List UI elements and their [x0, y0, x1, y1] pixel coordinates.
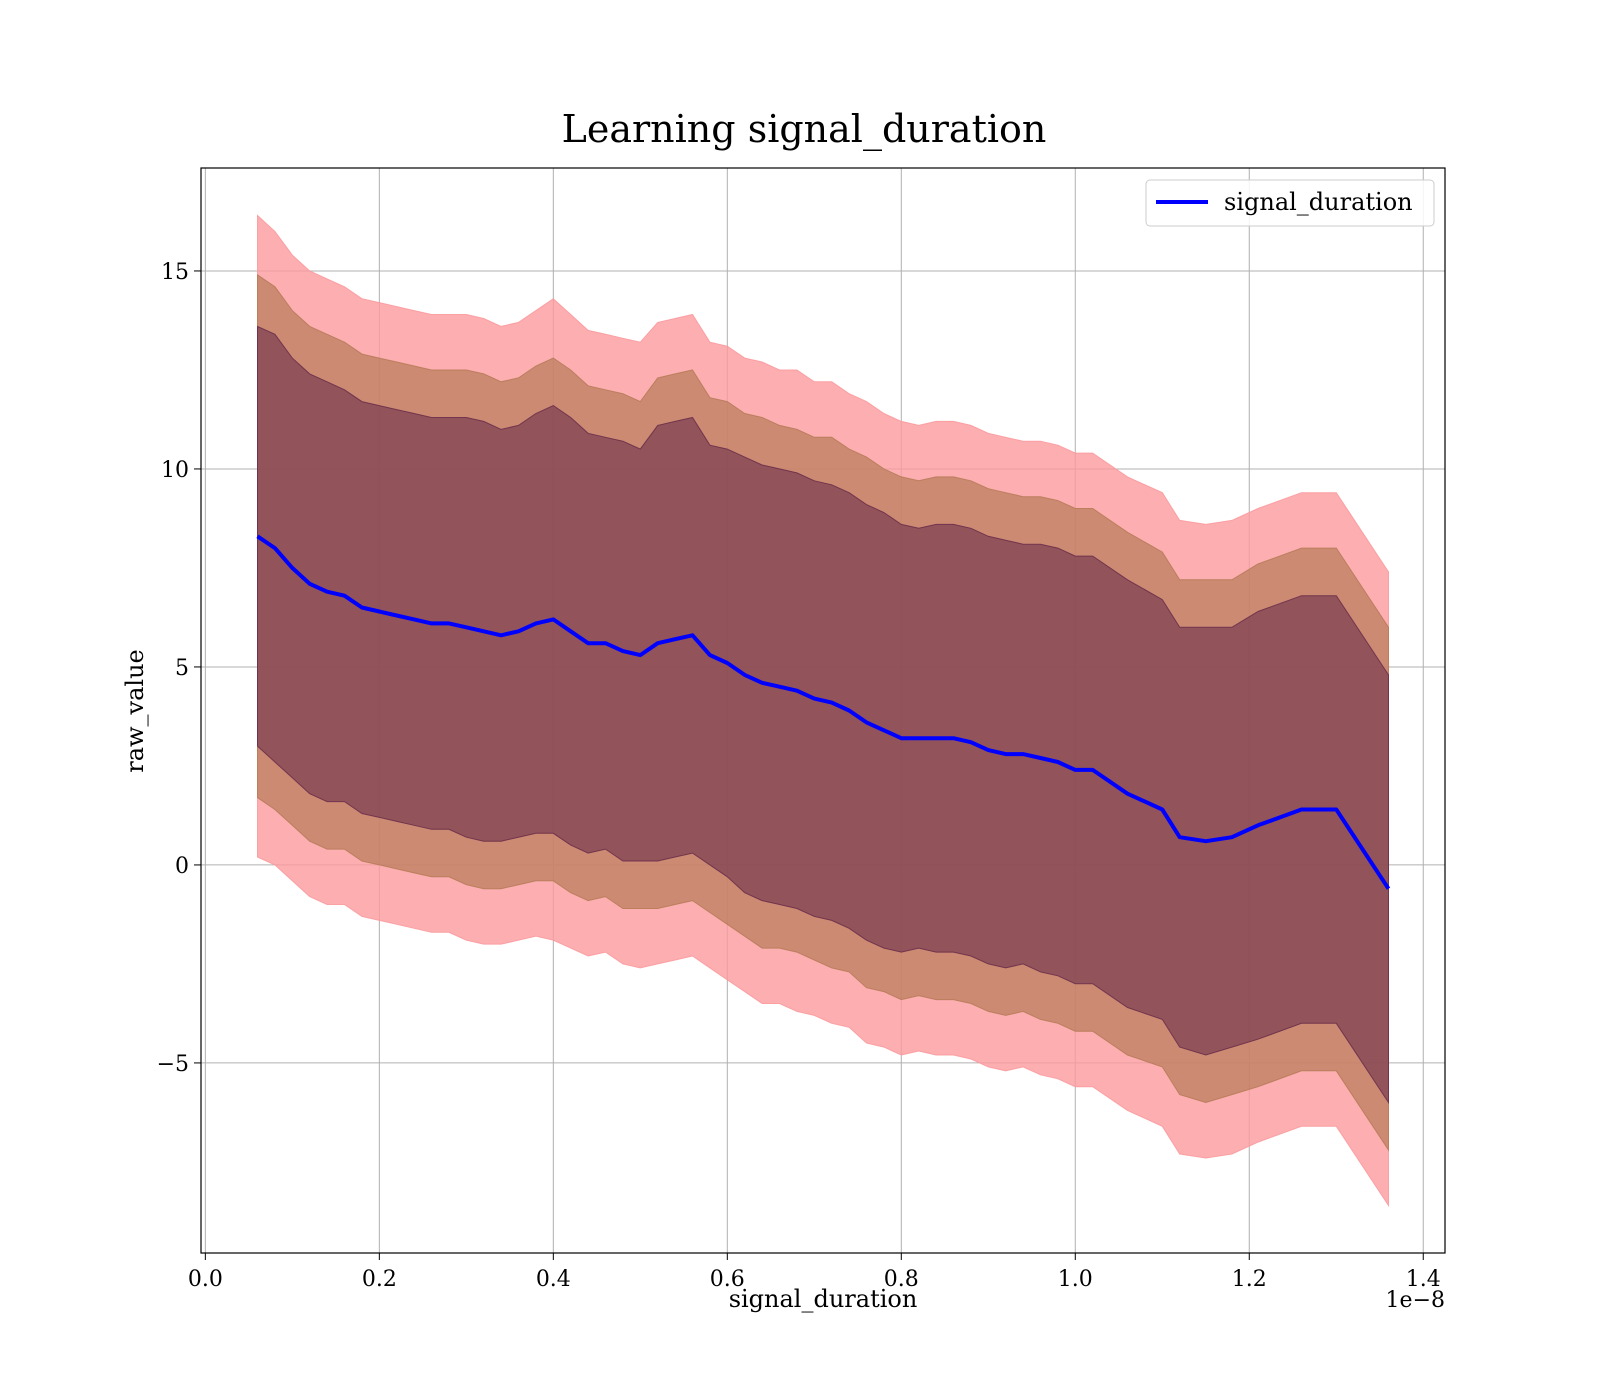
x-tick-label: 0.8	[884, 1267, 919, 1292]
series-line-signal_duration	[256, 534, 1391, 890]
x-tick-label: 1.2	[1232, 1267, 1267, 1292]
y-axis-ticks: −5 0 5 10 15	[157, 260, 201, 1077]
x-axis-offset-label: 1e−8	[1386, 1288, 1445, 1313]
y-tick-label: 0	[175, 854, 189, 879]
y-axis-label: raw_value	[121, 649, 149, 773]
x-axis-label: signal_duration	[729, 1285, 918, 1313]
x-tick-label: 0.4	[536, 1267, 571, 1292]
band-inner	[257, 325, 1389, 1105]
chart-title: Learning signal_duration	[562, 107, 1047, 152]
legend-frame	[1145, 179, 1435, 227]
legend-label: signal_duration	[1224, 188, 1413, 216]
y-tick-label: 10	[161, 458, 189, 483]
plot-frame	[200, 167, 1446, 1254]
y-tick-label: 15	[161, 260, 189, 285]
legend: signal_duration	[1145, 179, 1435, 227]
series-lines	[256, 534, 1391, 890]
x-tick-label: 0.2	[362, 1267, 397, 1292]
confidence-bands	[257, 214, 1389, 1208]
x-tick-label: 0.0	[188, 1267, 223, 1292]
y-tick-label: −5	[157, 1052, 189, 1077]
y-tick-label: 5	[175, 656, 189, 681]
x-tick-label: 1.4	[1406, 1267, 1441, 1292]
x-tick-label: 0.6	[710, 1267, 745, 1292]
x-tick-label: 1.0	[1058, 1267, 1093, 1292]
x-axis-ticks: 0.0 0.2 0.4 0.6 0.8 1.0 1.2 1.4	[188, 1253, 1441, 1292]
